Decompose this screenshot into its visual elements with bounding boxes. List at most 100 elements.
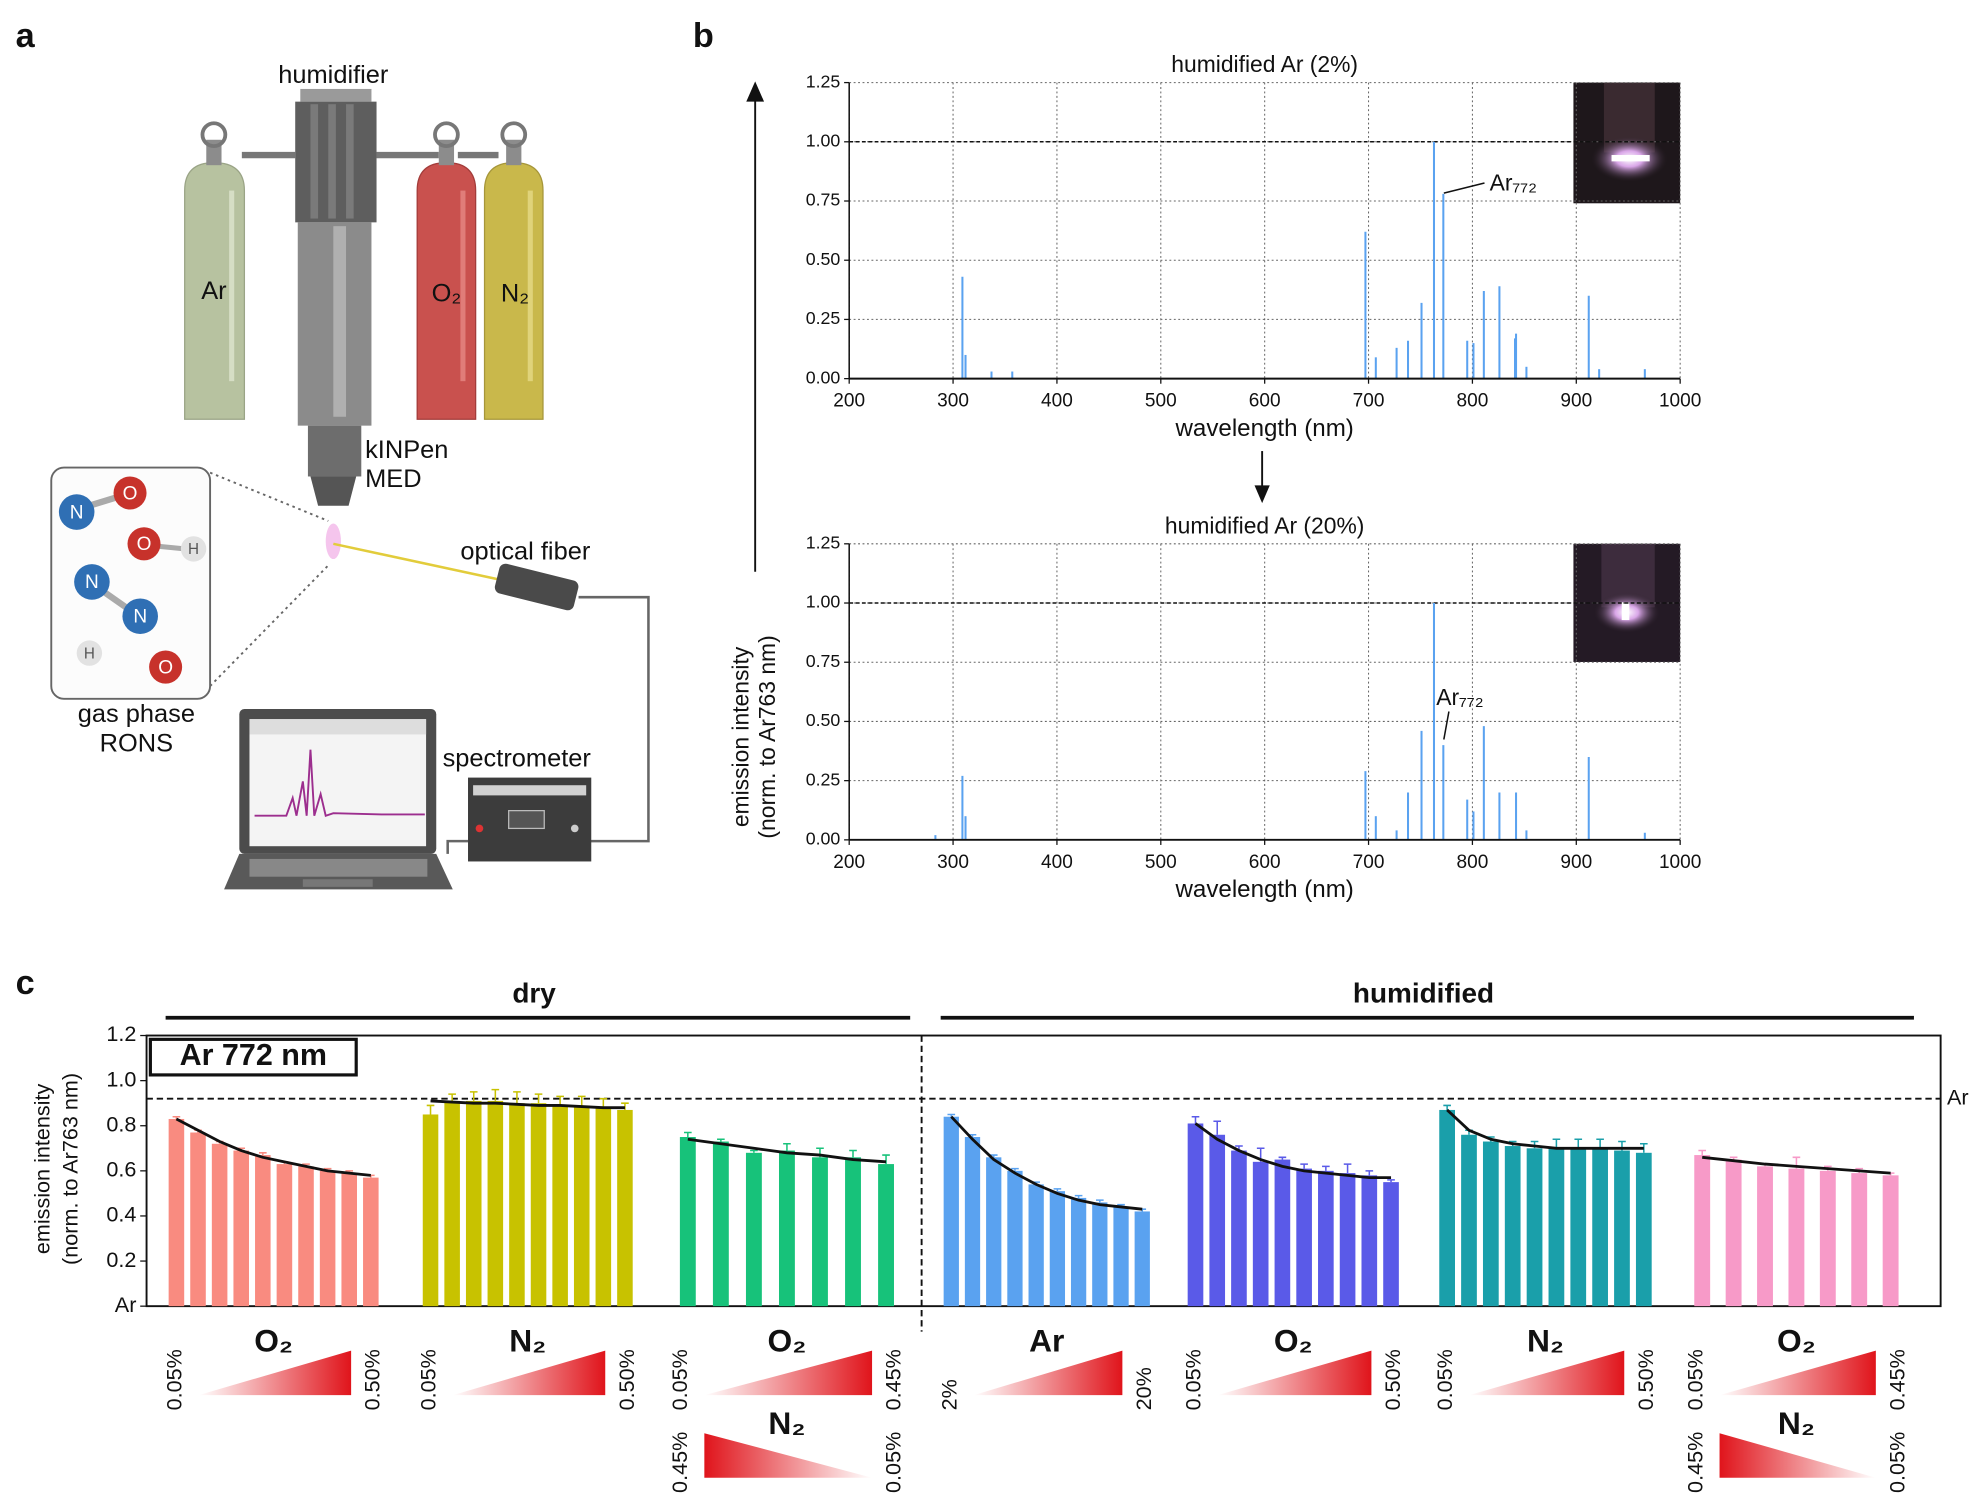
- ramp-from: 2%: [937, 1379, 962, 1410]
- bar: [1187, 1123, 1204, 1307]
- bar: [1526, 1148, 1543, 1307]
- bar: [1049, 1191, 1066, 1307]
- ramp-triangle: [198, 1350, 352, 1396]
- bar: [341, 1173, 357, 1307]
- error-bar: [1322, 1165, 1330, 1171]
- section-header: dry: [512, 977, 556, 1008]
- ramp-from: 0.05%: [161, 1349, 186, 1410]
- error-bar: [882, 1154, 890, 1165]
- bar: [1482, 1141, 1499, 1307]
- y-tick-label: 1.25: [806, 71, 841, 91]
- ramp-from: 0.05%: [1682, 1349, 1707, 1410]
- gas-cylinder: [500, 121, 528, 149]
- fit-curve: [1194, 1122, 1392, 1180]
- bar: [1504, 1146, 1521, 1307]
- annotation-pointer: [1443, 711, 1450, 740]
- y-tick-label: 0.00: [806, 829, 841, 849]
- atom: [149, 650, 183, 684]
- x-tick-label: 300: [937, 391, 969, 412]
- fit-curve: [430, 1099, 625, 1110]
- error-bar: [534, 1093, 543, 1104]
- spectrometer-box: [508, 810, 545, 830]
- y-tick-label: 0.75: [806, 190, 841, 210]
- atom: [180, 536, 207, 562]
- bar: [444, 1100, 460, 1307]
- panel-letter: c: [16, 964, 35, 1002]
- label: O₂: [432, 279, 462, 307]
- fit-curve: [950, 1115, 1143, 1211]
- x-tick-label: 200: [833, 852, 865, 873]
- atom: [122, 598, 158, 635]
- atom: [74, 564, 110, 600]
- bar: [1694, 1155, 1711, 1307]
- error-bar: [1574, 1138, 1583, 1149]
- x-tick-label: 900: [1560, 391, 1592, 412]
- fit-curve: [1446, 1108, 1644, 1150]
- plasma-jet: [300, 88, 372, 102]
- spectrometer-box: [570, 824, 579, 833]
- bar: [211, 1143, 228, 1307]
- y-tick-label: Ar: [115, 1292, 137, 1317]
- fiber-head: [494, 563, 579, 611]
- bar: [1882, 1175, 1899, 1307]
- laptop: [254, 749, 425, 817]
- atom-label: O: [137, 534, 152, 555]
- ramp-to: 0.50%: [1633, 1349, 1658, 1410]
- y-tick-label: 0.2: [106, 1247, 136, 1272]
- label: gas phase: [78, 700, 195, 728]
- error-bar: [172, 1115, 181, 1119]
- bar: [778, 1150, 795, 1307]
- error-bar: [1698, 1149, 1707, 1156]
- bar: [1007, 1170, 1023, 1307]
- x-tick-label: 300: [937, 852, 969, 873]
- bar: [1318, 1170, 1334, 1307]
- error-bar: [1443, 1104, 1451, 1110]
- bar: [509, 1103, 525, 1307]
- error-bar: [513, 1091, 521, 1104]
- bar: [487, 1100, 504, 1307]
- laptop: [249, 719, 427, 847]
- ramp-name: N₂: [1527, 1322, 1564, 1358]
- fit-curve: [1702, 1155, 1891, 1175]
- error-bar: [1387, 1179, 1395, 1183]
- x-tick-label: 800: [1457, 391, 1489, 412]
- x-tick-label: 900: [1560, 852, 1592, 873]
- error-bar: [783, 1143, 791, 1151]
- bond: [159, 543, 185, 552]
- y-axis-label: (norm. to Ar763 nm): [754, 635, 780, 838]
- ramp-to: 0.05%: [1884, 1432, 1909, 1493]
- bar: [745, 1152, 762, 1307]
- bar: [1851, 1173, 1868, 1307]
- bar: [617, 1109, 633, 1307]
- ramp-from: 0.05%: [416, 1349, 441, 1410]
- x-tick-label: 500: [1145, 852, 1177, 873]
- ramp-from: 0.05%: [1432, 1349, 1457, 1410]
- ramp-to: 0.50%: [614, 1349, 639, 1410]
- error-bar: [1053, 1188, 1062, 1192]
- atom: [127, 527, 161, 561]
- gas-cylinder: [200, 121, 228, 149]
- ramp-triangle: [973, 1350, 1123, 1396]
- bar: [1231, 1150, 1247, 1307]
- x-axis-label: wavelength (nm): [1175, 415, 1354, 442]
- ramp-to: 0.50%: [1380, 1349, 1405, 1410]
- gas-cylinder: [527, 190, 533, 382]
- label: N₂: [501, 279, 529, 307]
- plasma-jet: [307, 425, 362, 477]
- atom: [76, 640, 103, 666]
- atom: [58, 494, 95, 530]
- plasma-jet: [295, 88, 377, 560]
- plasma-jet: [310, 104, 319, 219]
- laptop: [224, 708, 453, 890]
- bar: [986, 1157, 1002, 1307]
- label: optical fiber: [460, 537, 590, 565]
- y-axis-label: emission intensity: [728, 646, 754, 827]
- bar: [964, 1137, 981, 1307]
- cable: [578, 595, 650, 843]
- bar: [1113, 1206, 1129, 1307]
- atom-label: N: [133, 607, 147, 628]
- fit-curve: [175, 1117, 371, 1177]
- bar: [573, 1105, 590, 1307]
- ramp-name: O₂: [1777, 1322, 1816, 1358]
- gas-cylinder: [184, 121, 246, 420]
